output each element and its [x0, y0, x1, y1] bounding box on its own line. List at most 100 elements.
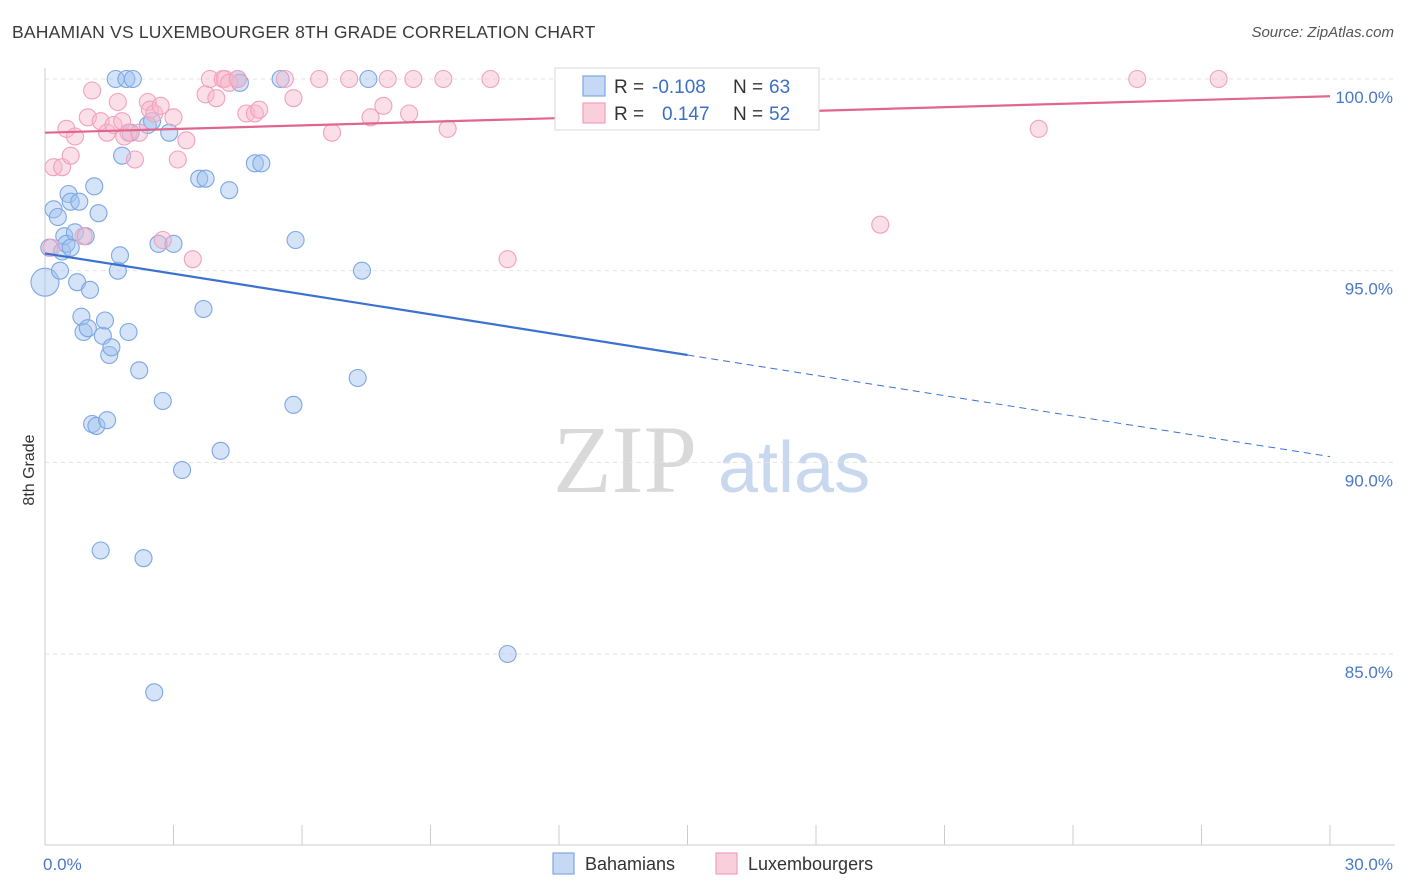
y-tick-label: 90.0% [1345, 471, 1393, 490]
legend-r-label-1: R = [614, 77, 644, 98]
y-axis-label: 8th Grade [21, 434, 38, 505]
bahamian-point [252, 154, 271, 173]
luxembourger-point [1209, 69, 1228, 89]
luxembourger-point [340, 69, 359, 89]
axes [44, 68, 1395, 846]
luxembourger-point [119, 123, 138, 142]
luxembourger-point [125, 150, 144, 169]
bahamian-point [55, 227, 74, 246]
luxembourger-point [98, 123, 117, 142]
luxembourger-point [104, 115, 123, 135]
bahamian-point [70, 192, 89, 211]
bahamian-point [98, 411, 117, 430]
luxembourger-point [83, 81, 102, 100]
bottom-swatch-luxembourgers [715, 852, 738, 875]
luxembourger-point [42, 238, 61, 257]
y-tick-label: 100.0% [1335, 88, 1393, 107]
bahamian-point [30, 267, 60, 297]
bahamian-point [85, 177, 104, 196]
bahamian-point [117, 69, 136, 89]
luxembourger-point [183, 250, 202, 269]
bahamian-trend-extension [687, 354, 1331, 458]
bahamian-point [160, 123, 179, 142]
luxembourger-point [438, 119, 457, 138]
luxembourger-point [871, 215, 890, 234]
luxembourger-point [151, 96, 170, 115]
luxembourger-point [61, 146, 80, 165]
legend-n-label-2: N = [733, 104, 763, 125]
legend-swatch-bahamians [582, 75, 606, 97]
bahamian-point [119, 322, 138, 342]
bahamian-point [359, 69, 378, 89]
bahamian-point [87, 416, 106, 435]
bahamian-point [145, 683, 164, 702]
luxembourger-point [228, 69, 247, 89]
y-tick-label: 95.0% [1345, 280, 1393, 299]
legend-r-label-2: R = [614, 104, 644, 125]
luxembourger-point [498, 250, 517, 269]
bahamian-point [102, 338, 121, 357]
data-points [30, 69, 1228, 702]
bottom-swatch-bahamians [552, 852, 575, 875]
legend-r-value-2: 0.147 [662, 104, 710, 125]
bahamian-point [100, 345, 119, 365]
bottom-legend-bahamians: Bahamians [585, 854, 675, 874]
bahamian-point [95, 311, 115, 330]
luxembourger-point [404, 69, 423, 89]
bahamian-point [164, 234, 183, 253]
bahamian-point [48, 207, 67, 227]
chart-title: BAHAMIAN VS LUXEMBOURGER 8TH GRADE CORRE… [12, 22, 596, 42]
luxembourger-point [361, 108, 380, 127]
bahamian-point [194, 299, 213, 319]
legend-n-value-1: 63 [769, 77, 790, 98]
bahamian-point [352, 261, 372, 280]
bahamian-point [220, 181, 239, 200]
bahamian-point [348, 368, 367, 388]
luxembourger-point [434, 69, 453, 89]
bahamian-point [130, 361, 149, 380]
bahamian-point [50, 261, 70, 280]
trend-lines [44, 95, 1331, 458]
bahamian-point [134, 549, 153, 568]
bahamian-point [61, 238, 80, 257]
luxembourger-point [200, 69, 219, 89]
luxembourger-point [250, 100, 269, 119]
luxembourger-point [284, 89, 303, 108]
source-label: Source: ZipAtlas.com [1251, 24, 1394, 41]
luxembourger-point [130, 123, 149, 142]
luxembourger-point [275, 69, 294, 89]
luxembourger-point [164, 108, 183, 127]
bahamian-point [72, 307, 91, 326]
luxembourger-point [108, 92, 127, 112]
bahamian-point [245, 154, 264, 173]
luxembourger-point [168, 150, 187, 169]
bahamian-point [196, 169, 215, 188]
legend-n-label-1: N = [733, 77, 763, 98]
luxembourger-point [207, 89, 226, 108]
bahamian-point [110, 246, 130, 265]
legend-n-value-2: 52 [769, 104, 790, 125]
watermark-atlas: atlas [718, 428, 870, 508]
y-tick-label: 85.0% [1345, 663, 1393, 682]
bahamian-point [153, 391, 172, 411]
luxembourger-point [322, 123, 342, 142]
bahamian-point [190, 169, 209, 188]
luxembourger-point [400, 104, 419, 123]
luxembourger-point [220, 73, 239, 92]
legend-swatch-luxembourgers [582, 102, 606, 124]
luxembourger-point [177, 131, 196, 150]
luxembourger-point [481, 69, 500, 89]
luxembourger-point [153, 230, 172, 250]
bahamian-point [123, 69, 142, 89]
series-legend: Bahamians Luxembourgers [552, 852, 873, 875]
luxembourger-point [374, 96, 393, 115]
bahamian-point [89, 204, 108, 223]
bottom-legend-luxembourgers: Luxembourgers [748, 854, 873, 874]
luxembourger-point [145, 104, 164, 123]
bahamian-trend-line [44, 252, 688, 357]
luxembourger-point [1128, 69, 1147, 89]
watermark-zip: ZIP [553, 406, 697, 513]
bahamian-point [78, 319, 97, 338]
bahamian-point [173, 460, 192, 480]
